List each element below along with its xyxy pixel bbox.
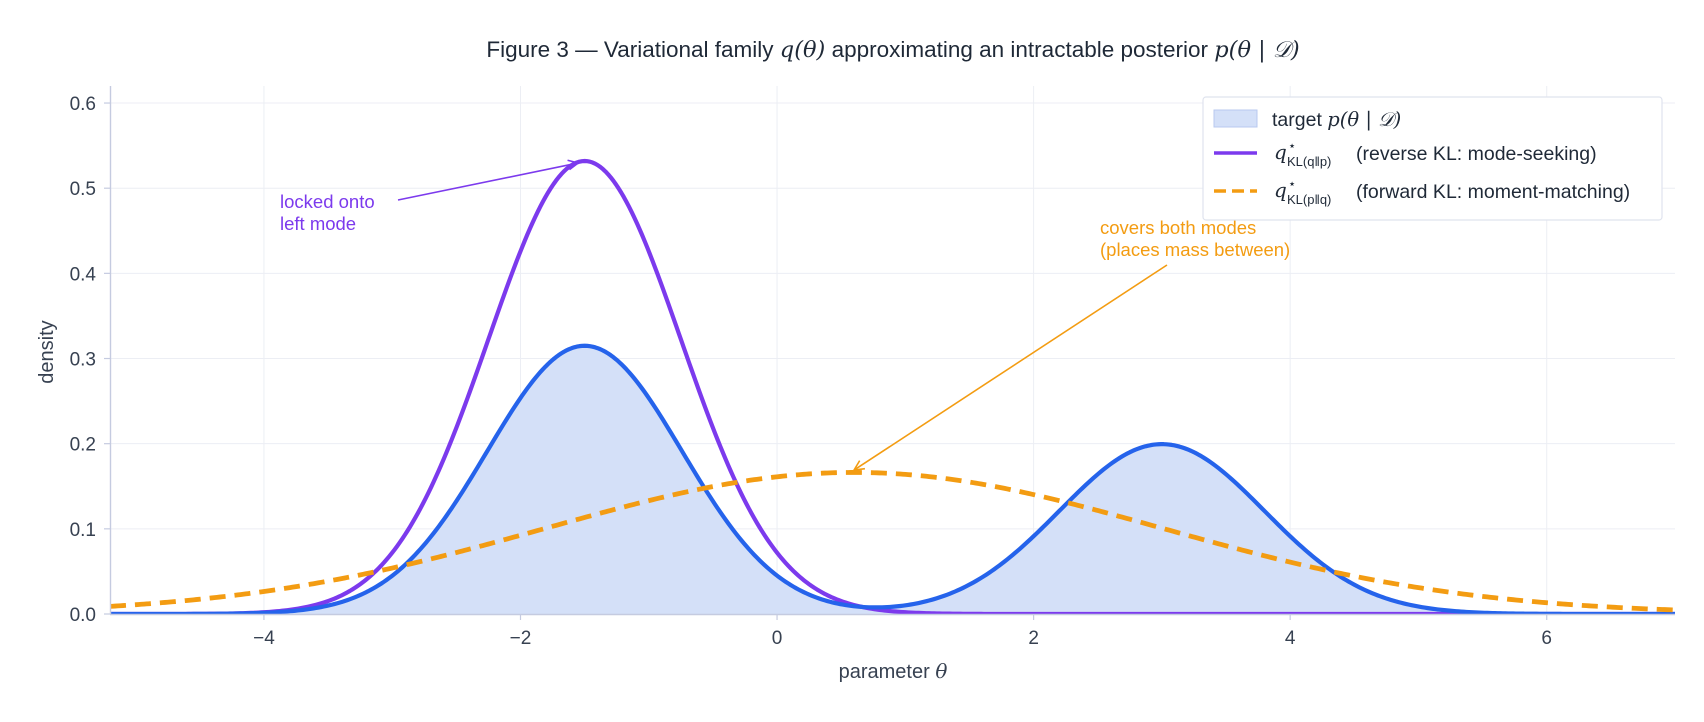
- chart-title: Figure 3 — Variational family q(θ) appro…: [486, 37, 1299, 63]
- legend-q-reverse-sup: ⋆: [1288, 138, 1296, 153]
- legend-q-forward: q: [1274, 178, 1287, 202]
- annotation-left-mode-line-1: locked onto: [280, 191, 375, 212]
- y-axis-label: density: [36, 320, 58, 383]
- y-tick-label: 0.6: [70, 94, 96, 115]
- annotation-both-modes-text: covers both modes (places mass between): [1100, 217, 1290, 260]
- annotation-left-mode-text: locked onto left mode: [280, 191, 380, 234]
- y-tick-label: 0.0: [70, 605, 96, 626]
- annotation-both-modes-line-1: covers both modes: [1100, 217, 1256, 238]
- annotation-left-mode-line-2: left mode: [280, 213, 356, 234]
- annotation-left-mode: locked onto left mode: [280, 159, 581, 234]
- legend-q-reverse: q: [1274, 140, 1287, 164]
- x-tick-label: 4: [1285, 628, 1296, 649]
- legend-q-forward-sup: ⋆: [1288, 176, 1296, 191]
- reverse-kl-curve: [110, 158, 1675, 614]
- x-axis-label: parameter θ: [839, 659, 948, 683]
- y-tick-label: 0.5: [70, 179, 96, 200]
- annotation-both-modes-line-2: (places mass between): [1100, 239, 1290, 260]
- annotation-left-mode-arrow: [397, 162, 579, 201]
- legend-label-target: target p(θ | 𝒟): [1272, 108, 1401, 132]
- x-tick-label: 6: [1541, 628, 1552, 649]
- annotation-both-modes: covers both modes (places mass between): [852, 217, 1290, 472]
- forward-kl-curve: [110, 470, 1675, 613]
- y-tick-label: 0.4: [70, 264, 97, 285]
- legend-label-forward-kl: (forward KL: moment-matching): [1356, 181, 1630, 203]
- annotation-both-modes-arrow: [853, 264, 1168, 471]
- x-tick-label: −2: [510, 628, 532, 649]
- annotation-both-modes-arrowhead: [852, 460, 866, 472]
- target-density-curve: [110, 343, 1675, 614]
- series-layer: [110, 158, 1675, 614]
- legend-frame: [1202, 96, 1663, 221]
- legend-q-reverse-sub: KL(q‖p): [1287, 154, 1331, 169]
- x-tick-label: 0: [772, 628, 783, 649]
- legend-q-forward-sub: KL(p‖q): [1287, 192, 1331, 207]
- legend: target p(θ | 𝒟) q ⋆ KL(q‖p) (reverse KL:…: [1202, 96, 1663, 221]
- axis-ticks: −4 −2 0 2 4 6 0.0 0.1 0.2 0.3 0.4 0.5 0.6: [70, 94, 1552, 649]
- x-tick-label: 2: [1028, 628, 1039, 649]
- legend-label-reverse-kl: (reverse KL: mode-seeking): [1356, 143, 1597, 165]
- y-tick-label: 0.2: [70, 435, 96, 456]
- annotation-left-mode-arrowhead: [567, 159, 581, 171]
- y-tick-label: 0.1: [70, 520, 96, 541]
- x-tick-label: −4: [253, 628, 275, 649]
- legend-swatch-target: [1213, 109, 1258, 128]
- target-density-fill: [110, 345, 1675, 614]
- y-tick-label: 0.3: [70, 350, 96, 371]
